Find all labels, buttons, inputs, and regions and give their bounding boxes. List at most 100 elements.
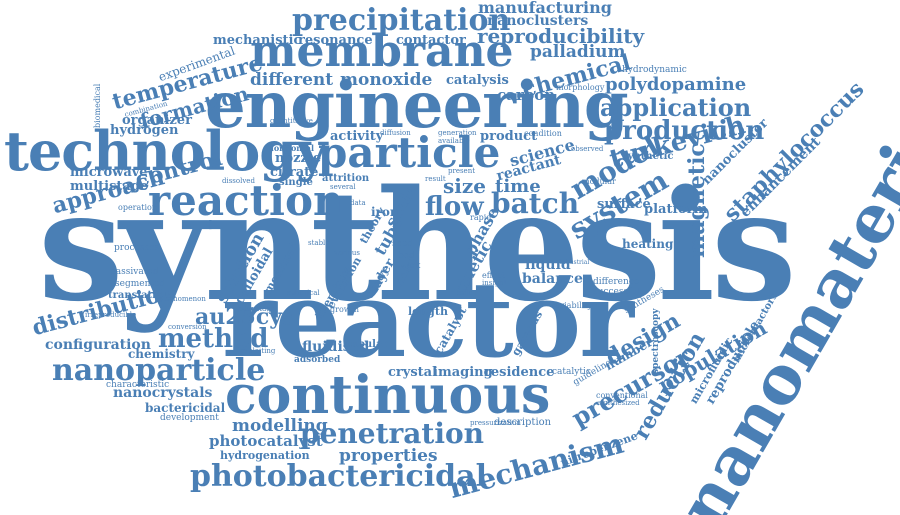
word-mechanistic: mechanistic bbox=[213, 33, 302, 48]
word-modular: modular bbox=[582, 177, 616, 186]
word-heating: heating bbox=[622, 237, 674, 251]
word-translation: translation bbox=[108, 290, 170, 301]
word-microwave: microwave bbox=[70, 165, 148, 180]
word-imaging: imaging bbox=[433, 365, 493, 380]
word-configuration: configuration bbox=[45, 337, 151, 353]
word-palladium: palladium bbox=[530, 42, 626, 62]
word-time: time bbox=[495, 176, 541, 197]
word-engineering: engineering bbox=[205, 68, 629, 143]
word-photocatalyst: photocatalyst bbox=[209, 432, 323, 450]
word-product: product bbox=[480, 129, 538, 144]
word-contactor: contactor bbox=[396, 33, 466, 48]
word-single: single bbox=[279, 177, 313, 188]
word-membrane: membrane bbox=[250, 26, 514, 77]
word-technology: technology bbox=[4, 119, 327, 183]
word-adsorbed: adsorbed bbox=[294, 355, 341, 365]
word-variability: variability bbox=[551, 301, 592, 310]
word-carbon: carbon bbox=[497, 86, 556, 104]
word-resonance: resonance bbox=[298, 33, 373, 48]
word-nanoparticle: nanoparticle bbox=[52, 353, 266, 388]
word-pressurization: pressurization bbox=[470, 419, 521, 427]
word-nanoclusters: nanoclusters bbox=[487, 13, 589, 29]
word-platform: platform bbox=[644, 202, 708, 217]
word-continuous: continuous bbox=[225, 365, 551, 426]
word-batch: batch bbox=[491, 187, 580, 220]
word-penetration: penetration bbox=[300, 417, 484, 450]
word-characteristic: characteristic bbox=[106, 380, 170, 390]
word-growth: growth bbox=[330, 305, 359, 314]
word-successful: successful bbox=[593, 287, 641, 297]
word-hydrogenation: hydrogenation bbox=[220, 449, 310, 462]
word-modelling: modelling bbox=[232, 416, 328, 436]
word-data: data bbox=[350, 199, 366, 207]
word-synthesis: synthesis bbox=[38, 156, 797, 335]
word-residence: residence bbox=[484, 365, 555, 380]
word-advantage: advantage bbox=[238, 305, 275, 313]
word-catalytic: catalytic bbox=[552, 367, 591, 377]
word-fluidised: fluidised bbox=[302, 339, 370, 355]
word-processes: processes bbox=[114, 243, 160, 253]
word-au25cys: au25cys bbox=[195, 304, 295, 330]
word-chemistry: chemistry bbox=[128, 347, 195, 361]
word-iron: iron bbox=[371, 205, 399, 219]
word-synthesized: synthesized bbox=[598, 399, 640, 407]
word-photobactericidal: photobactericidal bbox=[190, 459, 487, 494]
word-rapid: rapid bbox=[470, 213, 492, 222]
word-reactor: reactor bbox=[222, 258, 634, 381]
word-synthetic: synthetic bbox=[622, 151, 674, 162]
word-seed: seed bbox=[392, 239, 414, 249]
word-insight: insight bbox=[482, 279, 507, 287]
word-industrial: industrial bbox=[560, 259, 590, 266]
word-particle: particle bbox=[318, 128, 501, 177]
word-various: various bbox=[334, 249, 361, 257]
word-surface: surface bbox=[597, 197, 651, 212]
word-balance: balance bbox=[522, 271, 583, 287]
word-magnetic: magnetic bbox=[684, 143, 710, 258]
word-application: application bbox=[600, 93, 752, 122]
word-method: method bbox=[158, 324, 269, 354]
word-dissolved: dissolved bbox=[222, 177, 255, 185]
word-generation: generation bbox=[438, 129, 477, 137]
word-teflon: teflon bbox=[457, 289, 478, 297]
word-length: length bbox=[408, 305, 448, 318]
word-properties: properties bbox=[339, 446, 438, 466]
word-horizontal: horizontal bbox=[268, 143, 315, 153]
word-tubular: tubular bbox=[346, 339, 388, 350]
word-production: production bbox=[604, 116, 765, 146]
word-flow: flow bbox=[425, 192, 484, 222]
word-size: size bbox=[443, 174, 486, 198]
word-spherical: spherical bbox=[287, 289, 320, 297]
word-monoxide: monoxide bbox=[340, 70, 433, 90]
word-bed: bed bbox=[398, 251, 415, 261]
word-condition: condition bbox=[524, 129, 562, 138]
word-precipitation: precipitation bbox=[292, 3, 511, 38]
word-spectroscopy: spectroscopy bbox=[651, 308, 661, 374]
word-multistage: multistage bbox=[70, 179, 149, 194]
word-result: result bbox=[425, 175, 446, 183]
word-effect: effect bbox=[482, 271, 505, 280]
word-hydrodynamic: hydrodynamic bbox=[622, 65, 687, 75]
word-diffusion: diffusion bbox=[380, 129, 411, 137]
word-biomedical: biomedical bbox=[93, 83, 102, 128]
word-crystal: crystal bbox=[388, 365, 438, 380]
word-morphology: morphology bbox=[556, 83, 605, 92]
word-operation: operation bbox=[118, 203, 158, 212]
word-available: available bbox=[438, 137, 470, 145]
word-attrition: attrition bbox=[322, 173, 370, 184]
word-bactericidal: bactericidal bbox=[145, 401, 226, 415]
word-present: present bbox=[448, 167, 476, 175]
word-liquid: liquid bbox=[525, 257, 571, 273]
word-observed: observed bbox=[571, 145, 604, 153]
word-manufacturing: manufacturing bbox=[478, 0, 612, 17]
word-phenomenon: phenomenon bbox=[160, 295, 206, 303]
word-hydrogen: hydrogen bbox=[110, 123, 179, 138]
word-reaction: reaction bbox=[148, 176, 344, 225]
word-reproducibility: reproducibility bbox=[477, 24, 645, 48]
word-work: work bbox=[400, 261, 421, 270]
word-several: several bbox=[330, 183, 356, 191]
word-difference: difference bbox=[593, 277, 640, 287]
word-passivated: passivated bbox=[110, 267, 159, 277]
word-irreproducible: irreproducible bbox=[85, 311, 137, 319]
word-quantitative: quantitative bbox=[270, 117, 313, 125]
